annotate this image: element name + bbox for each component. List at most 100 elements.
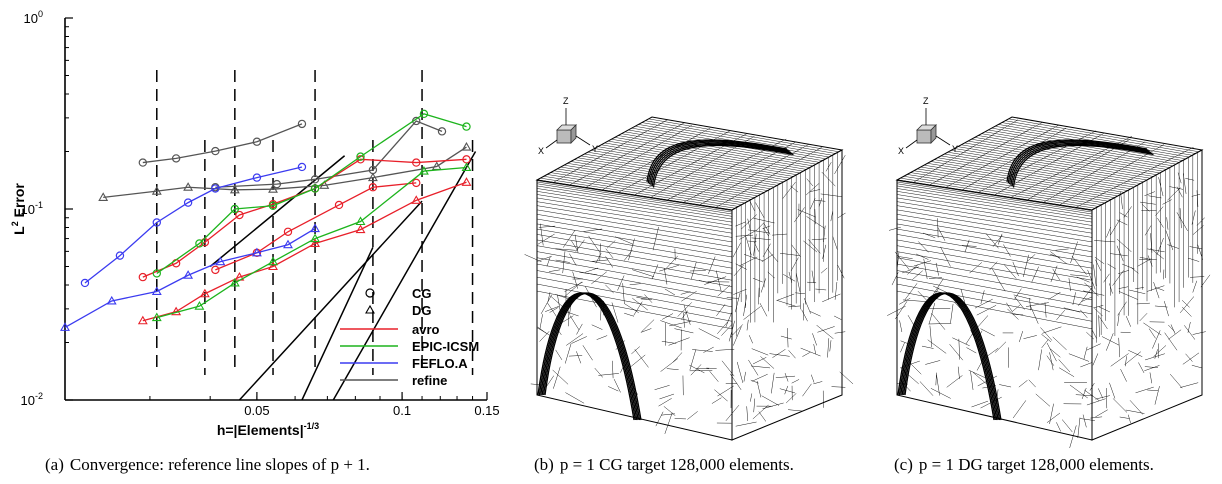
- y-axis-label-rest: Error: [11, 183, 27, 222]
- triad-x-label: X: [898, 146, 904, 156]
- data-point-dg: [98, 192, 109, 201]
- data-point-cg: [115, 251, 125, 260]
- triad-y-label: Y: [952, 144, 958, 154]
- series-line-refine: [215, 120, 443, 188]
- triad-cube-side: [570, 124, 577, 144]
- caption-b: (b) p = 1 CG target 128,000 elements.: [534, 455, 794, 475]
- data-point-dg: [461, 177, 472, 186]
- feature-curve-front: [544, 292, 642, 421]
- legend-triangle-marker: [365, 304, 375, 314]
- feature-curve-top: [647, 140, 789, 184]
- series-line-feflo.a: [64, 227, 316, 328]
- feature-curve-top: [1012, 144, 1154, 188]
- slope-reference-line: [301, 247, 374, 401]
- y-tick-label: 100: [24, 9, 43, 26]
- data-point-cg: [268, 201, 278, 210]
- legend-label: refine: [412, 373, 447, 388]
- feature-curve-top: [1011, 143, 1153, 187]
- series-line-refine: [103, 146, 467, 199]
- series-line-epic-icsm: [156, 113, 467, 274]
- feature-curve-top: [1010, 142, 1152, 186]
- triad-z-label: Z: [923, 96, 929, 106]
- data-point-dg: [215, 256, 226, 266]
- data-point-cg: [297, 162, 307, 172]
- data-point-dg: [319, 180, 330, 189]
- right-face-mesh: [717, 152, 854, 427]
- right-face-mesh: [1075, 152, 1211, 424]
- slope-reference-line: [332, 151, 477, 401]
- triad-x-line: [545, 139, 558, 149]
- series-line-avro: [142, 181, 467, 322]
- data-point-dg: [106, 295, 117, 305]
- y-tick-exponent: 0: [38, 9, 43, 19]
- series-line-feflo.a: [84, 166, 303, 284]
- data-point-dg: [151, 286, 162, 296]
- data-point-dg: [183, 182, 194, 191]
- data-point-cg: [152, 269, 161, 278]
- slope-reference-line: [238, 200, 423, 401]
- series-line-refine: [142, 123, 303, 164]
- dg-mesh-panel: Z X Y (c) p = 1 DG target 128,000 elements.: [880, 0, 1222, 484]
- triad-y-line: [575, 135, 591, 146]
- data-point-dg: [355, 216, 366, 226]
- feature-curve-top: [649, 141, 790, 185]
- legend-circle-marker: [365, 288, 375, 298]
- caption-a: (a) Convergence: reference line slopes of…: [45, 455, 370, 475]
- legend-label: FEFLO.A: [412, 356, 468, 371]
- data-point-cg: [334, 200, 344, 210]
- data-point-cg: [152, 218, 161, 227]
- data-point-cg: [183, 198, 193, 207]
- triad-cube: [556, 129, 572, 144]
- x-tick-label: 0.1: [393, 403, 411, 418]
- data-point-cg: [138, 158, 148, 167]
- data-point-dg: [183, 270, 194, 279]
- y-tick-exponent: -1: [35, 200, 43, 210]
- caption-text: p = 1 DG target 128,000 elements.: [918, 455, 1154, 474]
- feature-curve-top: [1006, 139, 1148, 183]
- dg-mesh-render: Z X Y: [887, 96, 1211, 449]
- y-tick-label: 10-2: [21, 391, 43, 408]
- data-point-dg: [199, 288, 210, 298]
- y-axis-label-exponent: 2: [10, 221, 20, 226]
- data-point-dg: [283, 239, 293, 249]
- axis-triad: Z X Y: [898, 96, 958, 156]
- feature-curve-top: [1007, 140, 1149, 184]
- cg-mesh-render: Z X Y: [524, 96, 854, 441]
- data-point-dg: [310, 233, 321, 243]
- data-point-cg: [211, 146, 220, 156]
- feature-curve-top: [652, 144, 794, 188]
- caption-tag: (a): [45, 455, 64, 474]
- data-point-cg: [138, 272, 148, 282]
- data-point-dg: [151, 186, 162, 195]
- data-point-cg: [211, 265, 220, 275]
- data-point-dg: [268, 256, 278, 266]
- data-point-cg: [356, 152, 365, 161]
- data-point-cg: [368, 183, 378, 192]
- data-point-cg: [230, 204, 240, 214]
- data-point-dg: [229, 277, 240, 287]
- caption-c: (c) p = 1 DG target 128,000 elements.: [894, 455, 1154, 475]
- x-tick-label: 0.15: [474, 403, 499, 418]
- series-line-avro: [142, 158, 467, 278]
- triad-y-label: Y: [592, 144, 598, 154]
- triad-z-label: Z: [563, 96, 569, 106]
- data-point-dg: [367, 172, 378, 182]
- slope-reference-line: [209, 155, 346, 268]
- x-axis-label: h=|Elements|-1/3: [217, 421, 319, 438]
- data-point-cg: [310, 175, 320, 184]
- triad-cube-side: [930, 124, 937, 144]
- cg-mesh-panel: Z X Y (b) p = 1 CG target 128,000 elements.: [520, 0, 860, 484]
- feature-curve-top: [650, 142, 792, 186]
- mesh-cube: [887, 116, 1211, 449]
- x-axis-label-exponent: -1/3: [304, 421, 320, 431]
- caption-text: p = 1 CG target 128,000 elements.: [559, 455, 794, 474]
- triad-x-label: X: [538, 146, 544, 156]
- data-point-dg: [229, 184, 240, 194]
- data-point-dg: [461, 162, 472, 172]
- legend-label: DG: [412, 303, 432, 318]
- front-face-mesh: [524, 180, 743, 434]
- data-point-dg: [194, 301, 205, 310]
- x-tick-label: 0.05: [244, 403, 269, 418]
- data-point-dg: [355, 224, 366, 234]
